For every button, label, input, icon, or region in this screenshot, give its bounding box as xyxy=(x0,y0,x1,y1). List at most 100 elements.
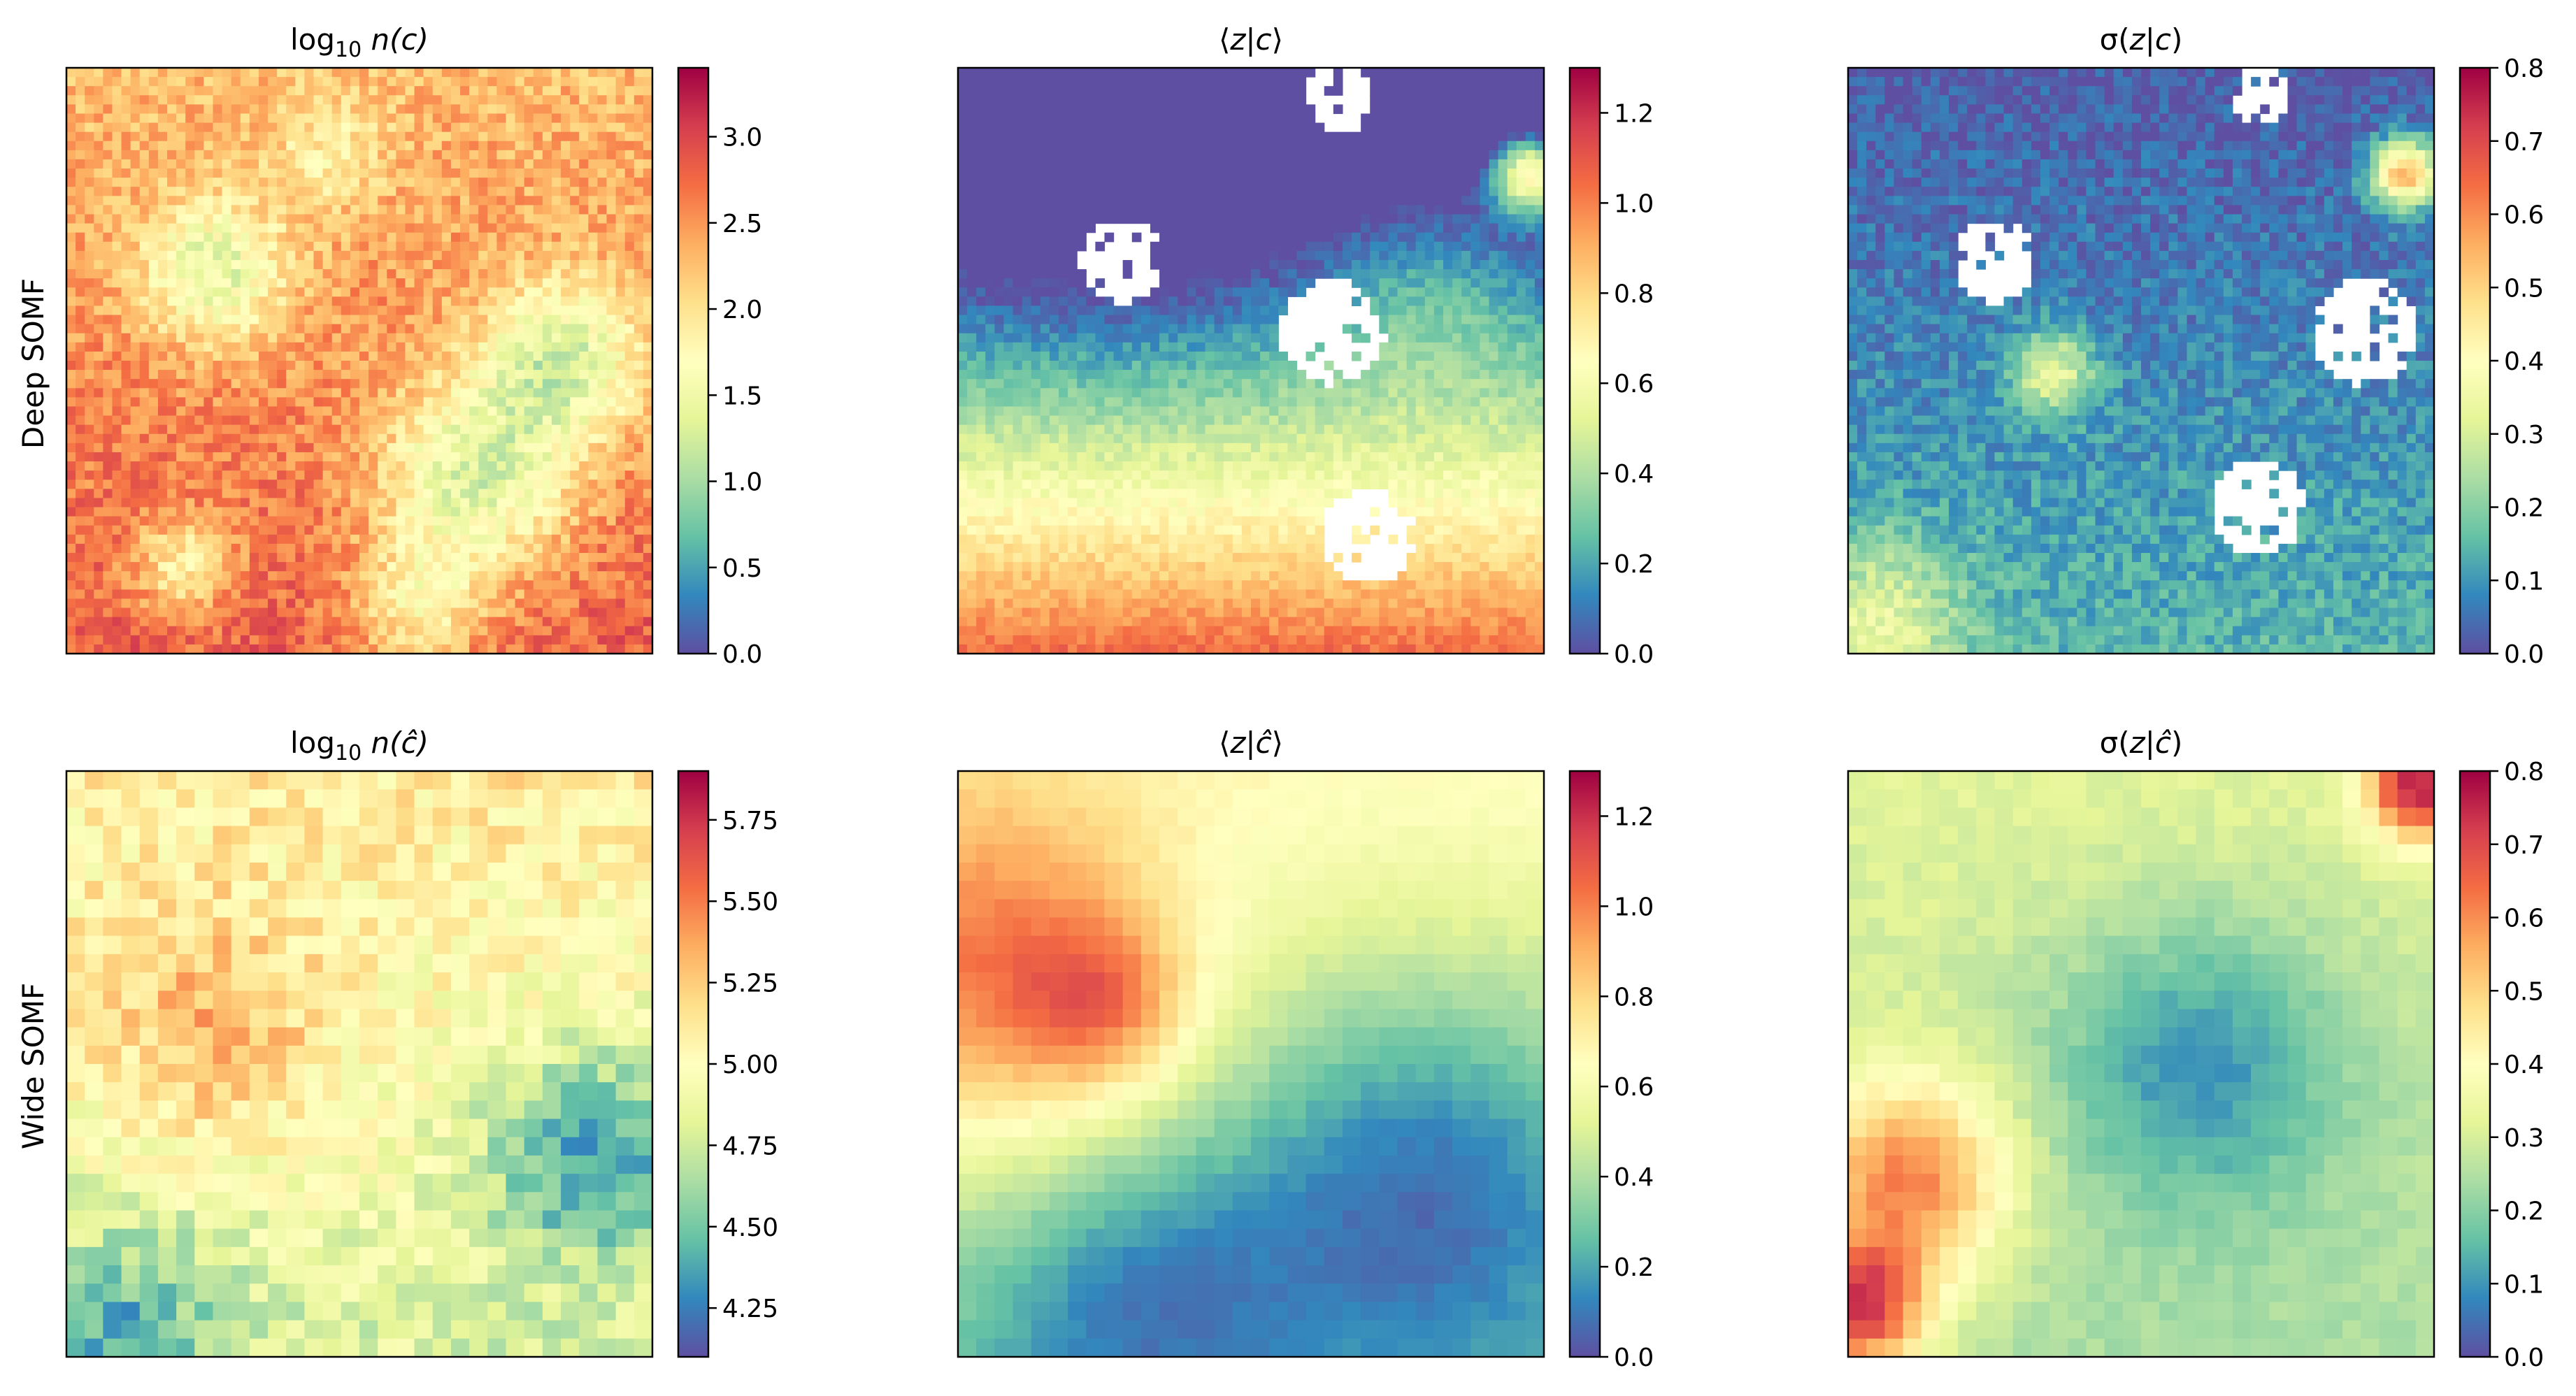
heatmap-cell xyxy=(1489,141,1498,151)
heatmap-cell xyxy=(350,196,360,206)
heatmap-cell xyxy=(250,324,259,334)
heatmap-cell xyxy=(570,571,580,581)
heatmap-cell xyxy=(131,251,141,261)
heatmap-cell xyxy=(442,626,452,636)
heatmap-cell xyxy=(341,296,351,306)
heatmap-cell xyxy=(1095,132,1105,142)
heatmap-cell xyxy=(66,517,76,526)
heatmap-cell xyxy=(259,562,269,572)
heatmap-cell xyxy=(341,113,351,123)
heatmap-cell xyxy=(359,296,369,306)
heatmap-cell xyxy=(424,434,434,444)
heatmap-cell xyxy=(350,315,360,325)
heatmap-cell xyxy=(359,251,369,261)
heatmap-cell xyxy=(506,113,516,123)
heatmap-cell xyxy=(597,388,607,398)
heatmap-cell xyxy=(515,361,525,370)
heatmap-cell xyxy=(1022,178,1032,187)
heatmap-cell xyxy=(131,77,141,87)
heatmap-cell xyxy=(460,215,470,224)
heatmap-cell xyxy=(1508,86,1517,96)
heatmap-cell xyxy=(1233,113,1243,123)
heatmap-cell xyxy=(1013,196,1023,206)
heatmap-cell xyxy=(634,598,644,608)
heatmap-cell xyxy=(176,215,186,224)
heatmap-cell xyxy=(140,251,150,261)
heatmap-cell xyxy=(368,178,378,187)
heatmap-cell xyxy=(76,168,85,178)
heatmap-cell xyxy=(277,251,287,261)
heatmap-cell xyxy=(387,159,396,169)
heatmap-cell xyxy=(1388,77,1398,87)
heatmap-cell xyxy=(368,141,378,151)
heatmap-cell xyxy=(460,278,470,288)
heatmap-cell xyxy=(524,470,534,480)
heatmap-cell xyxy=(332,544,342,554)
heatmap-cell xyxy=(607,526,617,535)
heatmap-cell xyxy=(1068,95,1078,105)
heatmap-cell xyxy=(213,77,223,87)
heatmap-cell xyxy=(94,187,103,196)
heatmap-cell xyxy=(259,434,269,444)
heatmap-cell xyxy=(487,388,497,398)
heatmap-cell xyxy=(1059,150,1068,160)
heatmap-cell xyxy=(1461,132,1471,142)
heatmap-cell xyxy=(415,196,424,206)
heatmap-cell xyxy=(277,535,287,545)
heatmap-cell xyxy=(506,260,516,270)
heatmap-cell xyxy=(1040,159,1050,169)
heatmap-cell xyxy=(222,626,232,636)
heatmap-cell xyxy=(616,498,626,508)
heatmap-cell xyxy=(460,251,470,261)
heatmap-cell xyxy=(122,379,131,389)
heatmap-cell xyxy=(140,196,150,206)
heatmap-cell xyxy=(85,535,94,545)
heatmap-cell xyxy=(597,324,607,334)
heatmap-cell xyxy=(561,553,571,563)
heatmap-cell xyxy=(405,553,415,563)
heatmap-cell xyxy=(167,205,177,215)
heatmap-cell xyxy=(1443,168,1453,178)
heatmap-cell xyxy=(131,397,141,407)
heatmap-cell xyxy=(167,598,177,608)
heatmap-cell xyxy=(487,343,497,352)
heatmap-cell xyxy=(469,598,479,608)
heatmap-cell xyxy=(259,278,269,288)
heatmap-cell xyxy=(323,150,333,160)
heatmap-cell xyxy=(231,104,241,114)
heatmap-cell xyxy=(295,480,305,489)
heatmap-cell xyxy=(350,553,360,563)
heatmap-cell xyxy=(359,470,369,480)
heatmap-cell xyxy=(487,370,497,380)
heatmap-cell xyxy=(625,269,635,279)
heatmap-cell xyxy=(561,205,571,215)
heatmap-cell xyxy=(496,635,506,645)
heatmap-cell xyxy=(570,406,580,416)
heatmap-cell xyxy=(579,251,589,261)
heatmap-cell xyxy=(387,470,396,480)
heatmap-cell xyxy=(607,315,617,325)
heatmap-cell xyxy=(368,104,378,114)
heatmap-cell xyxy=(570,233,580,243)
heatmap-cell xyxy=(616,589,626,599)
heatmap-cell xyxy=(286,598,296,608)
heatmap-cell xyxy=(203,589,213,599)
heatmap-cell xyxy=(194,86,204,96)
heatmap-cell xyxy=(451,269,461,279)
heatmap-cell xyxy=(1278,178,1288,187)
heatmap-cell xyxy=(259,645,269,654)
heatmap-cell xyxy=(1388,159,1398,169)
heatmap-cell xyxy=(1013,77,1023,87)
heatmap-cell xyxy=(1105,123,1115,133)
heatmap-cell xyxy=(524,379,534,389)
heatmap-cell xyxy=(506,86,516,96)
heatmap-cell xyxy=(570,598,580,608)
heatmap-cell xyxy=(176,608,186,618)
heatmap-cell xyxy=(1114,104,1124,114)
heatmap-cell xyxy=(442,489,452,498)
heatmap-cell xyxy=(286,361,296,370)
heatmap-cell xyxy=(112,215,122,224)
heatmap-cell xyxy=(231,132,241,142)
heatmap-cell xyxy=(415,443,424,453)
heatmap-cell xyxy=(515,598,525,608)
